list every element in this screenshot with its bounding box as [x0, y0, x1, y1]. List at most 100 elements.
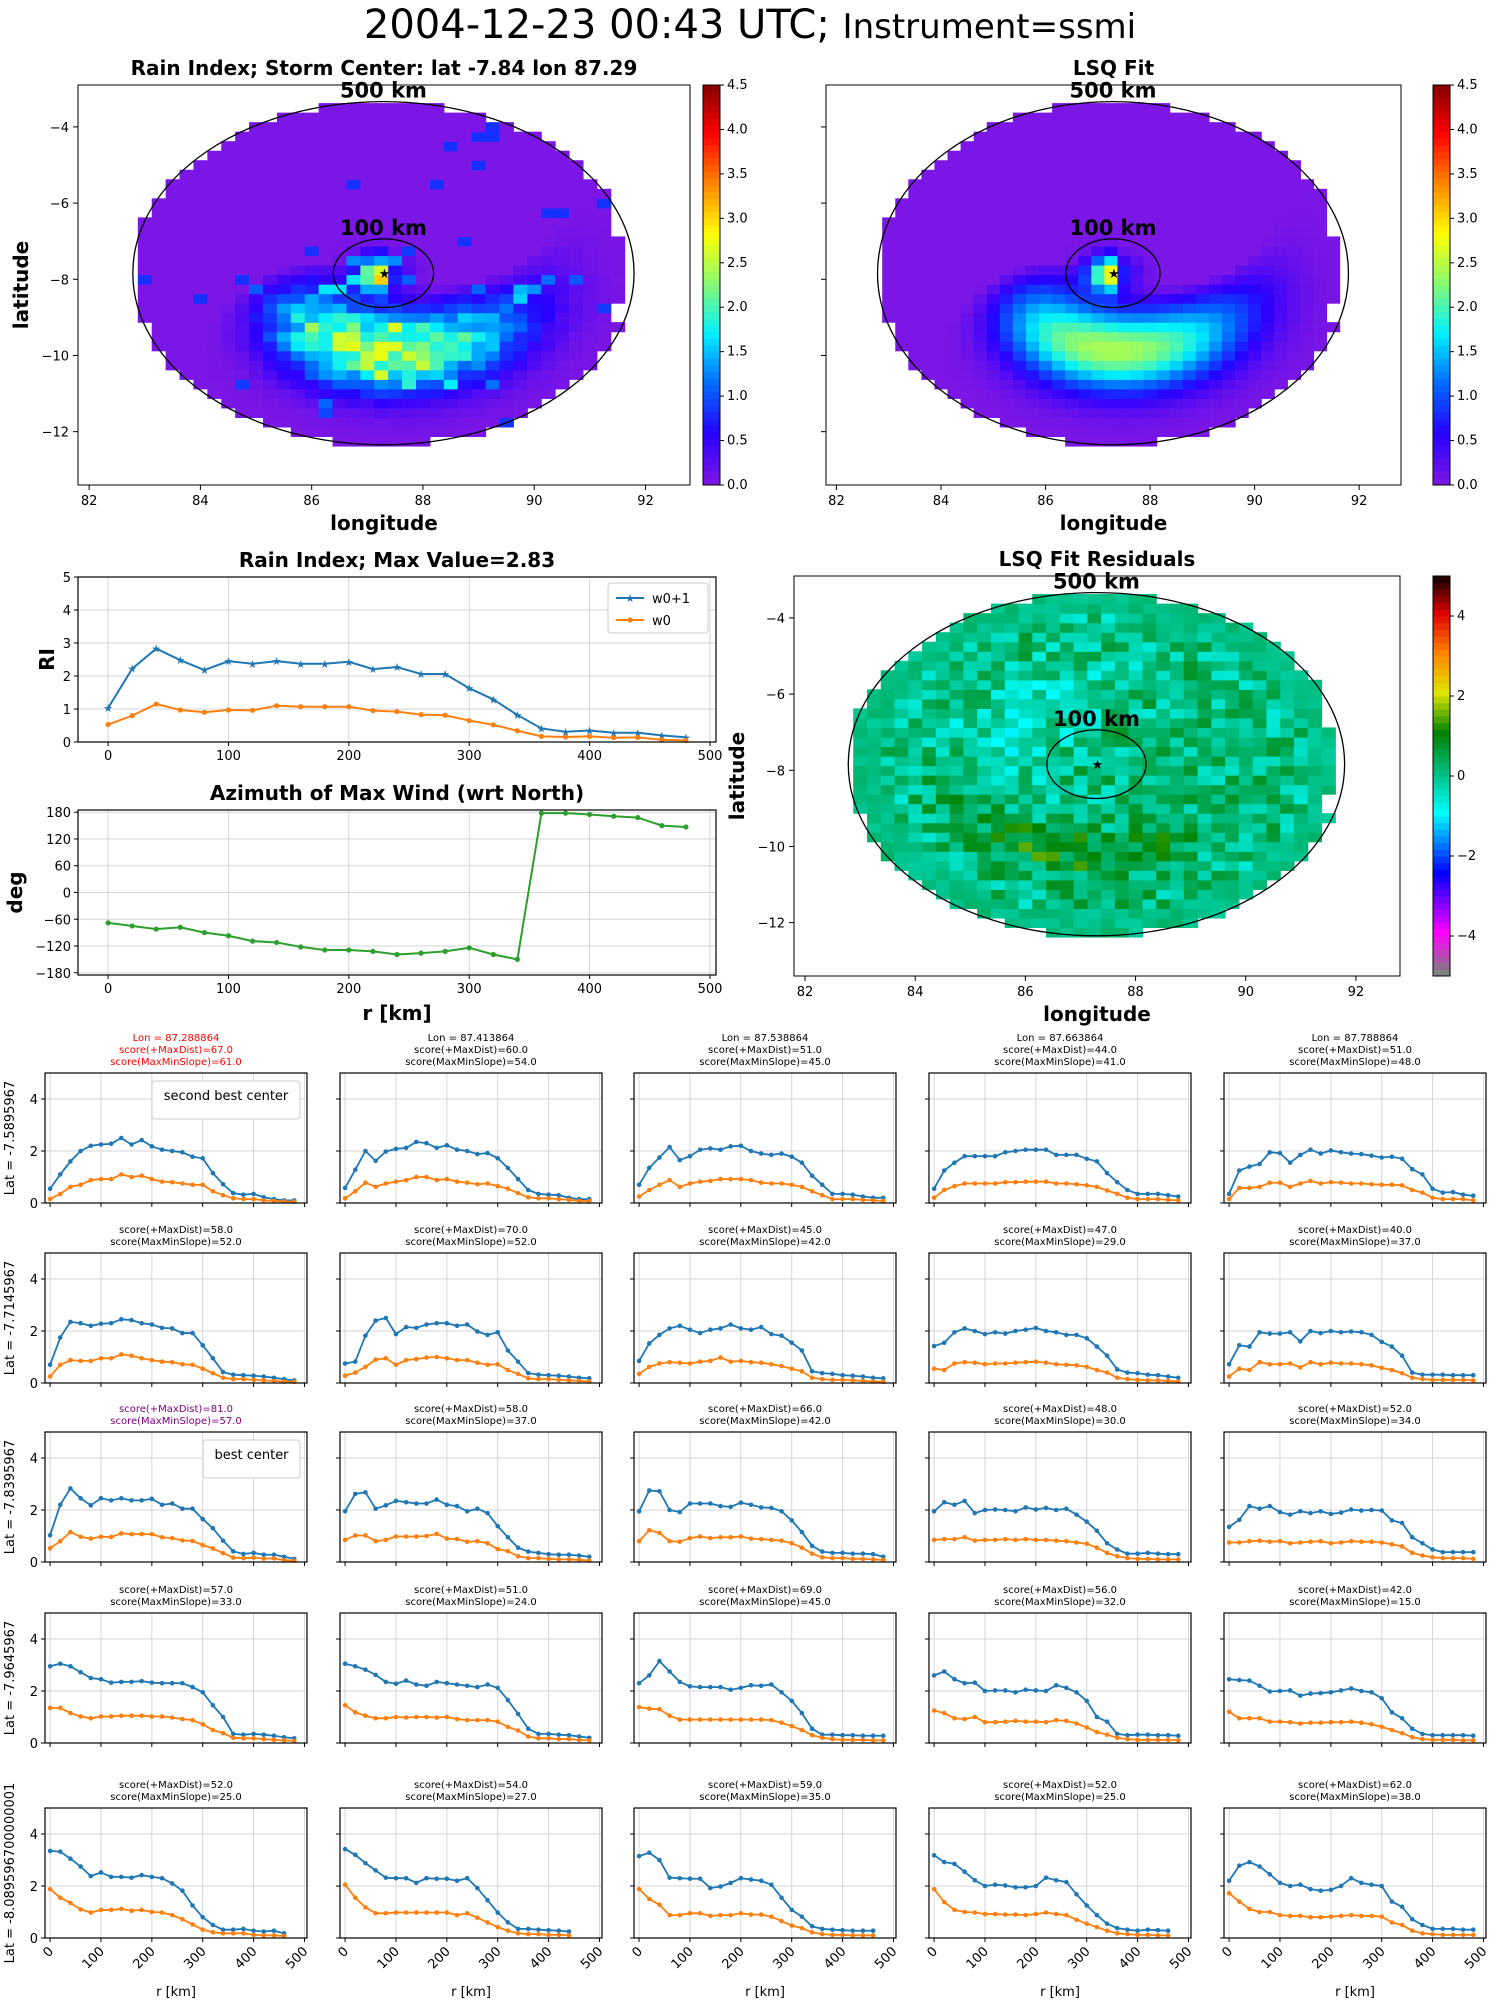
data-point	[1247, 1344, 1252, 1349]
colorbar-segment	[1433, 145, 1450, 153]
heatmap-cell	[1156, 803, 1171, 814]
heatmap-cell	[1091, 274, 1105, 285]
heatmap-cell	[1261, 265, 1275, 276]
heatmap-cell	[429, 141, 445, 152]
data-point	[728, 1176, 733, 1182]
heatmap-cell	[1143, 417, 1158, 428]
data-point: ★	[224, 655, 234, 668]
heatmap-cell	[304, 169, 320, 180]
y-tick-label: −120	[35, 940, 71, 955]
heatmap-cell	[137, 312, 153, 323]
heatmap-cell	[1156, 898, 1171, 909]
heatmap-cell	[947, 217, 962, 228]
heatmap-cell	[1248, 360, 1262, 371]
heatmap-cell	[513, 388, 528, 399]
heatmap-cell	[1104, 198, 1119, 209]
data-point	[1277, 1361, 1283, 1367]
data-point	[536, 1196, 541, 1201]
heatmap-cell	[276, 207, 292, 218]
heatmap-cell	[1156, 417, 1171, 428]
data-point	[799, 1727, 805, 1733]
data-point	[1084, 1698, 1090, 1704]
heatmap-cell	[963, 879, 978, 890]
heatmap-cell	[429, 312, 445, 323]
data-point	[1450, 1196, 1456, 1202]
heatmap-cell	[1156, 255, 1171, 266]
heatmap-cell	[1169, 794, 1185, 805]
heatmap-cell	[332, 265, 348, 276]
heatmap-cell	[973, 303, 988, 314]
data-point	[414, 1714, 419, 1720]
data-point	[536, 1731, 541, 1737]
heatmap-cell	[999, 179, 1014, 190]
panel-lon-label: Lon = 87.538864	[722, 1033, 809, 1044]
heatmap-cell	[499, 131, 514, 142]
data-point	[536, 1372, 541, 1377]
data-point	[88, 1675, 94, 1681]
heatmap-cell	[1059, 632, 1075, 643]
data-point	[1348, 1538, 1354, 1544]
data-point	[129, 1317, 134, 1323]
heatmap-cell	[866, 813, 882, 824]
heatmap-cell	[1287, 217, 1301, 228]
heatmap-cell	[894, 765, 909, 776]
y-axis-label: latitude	[9, 241, 33, 329]
data-point	[525, 1555, 531, 1561]
series-line-w0	[344, 1704, 590, 1742]
data-point	[230, 1372, 236, 1377]
heatmap-cell	[1221, 341, 1236, 352]
heatmap-cell	[1238, 851, 1254, 862]
heatmap-cell	[1300, 207, 1315, 218]
heatmap-cell	[1142, 594, 1157, 605]
heatmap-cell	[485, 245, 501, 257]
heatmap-cell	[922, 670, 937, 681]
heatmap-cell	[1248, 274, 1262, 285]
heatmap-cell	[1261, 284, 1275, 295]
heatmap-cell	[457, 312, 473, 323]
heatmap-cell	[402, 312, 417, 323]
heatmap-cell	[1039, 179, 1053, 190]
data-point	[1033, 1147, 1039, 1152]
colorbar-segment	[1433, 411, 1450, 419]
heatmap-cell	[963, 622, 978, 633]
heatmap-cell	[568, 369, 584, 380]
heatmap-cell	[921, 179, 936, 190]
data-point	[708, 1684, 713, 1690]
heatmap-cell	[1156, 284, 1171, 295]
heatmap-cell	[221, 169, 236, 180]
heatmap-cell	[235, 265, 250, 276]
heatmap-cell	[235, 141, 250, 152]
data-point	[972, 1680, 978, 1685]
heatmap-cell	[1012, 322, 1027, 333]
heatmap-cell	[485, 379, 501, 390]
heatmap-cell	[541, 255, 556, 266]
heatmap-cell	[1252, 851, 1268, 862]
data-point	[1175, 1551, 1181, 1557]
data-point	[1053, 1330, 1059, 1335]
heatmap-cell	[1248, 293, 1262, 304]
heatmap-cell	[866, 736, 882, 748]
heatmap-cell	[1059, 670, 1075, 681]
heatmap-cell	[894, 746, 909, 757]
heatmap-cell	[1143, 131, 1158, 142]
heatmap-cell	[443, 169, 459, 180]
data-point	[342, 1196, 348, 1201]
data-point	[1460, 1196, 1466, 1202]
heatmap-cell	[990, 813, 1006, 824]
heatmap-cell	[1261, 303, 1275, 314]
heatmap-cell	[249, 312, 264, 323]
heatmap-cell	[977, 794, 992, 805]
heatmap-cell	[1156, 613, 1171, 624]
heatmap-cell	[921, 207, 936, 218]
heatmap-cell	[894, 775, 909, 786]
series-line-w0-1	[1228, 1505, 1474, 1554]
heatmap-cell	[596, 303, 612, 314]
data-point	[1277, 1150, 1283, 1156]
heatmap-cell	[949, 622, 965, 633]
heatmap-cell	[1065, 417, 1079, 428]
heatmap-cell	[402, 122, 417, 133]
data-point	[88, 1536, 94, 1541]
heatmap-cell	[235, 131, 250, 142]
data-point	[225, 933, 232, 939]
heatmap-cell	[290, 360, 306, 371]
